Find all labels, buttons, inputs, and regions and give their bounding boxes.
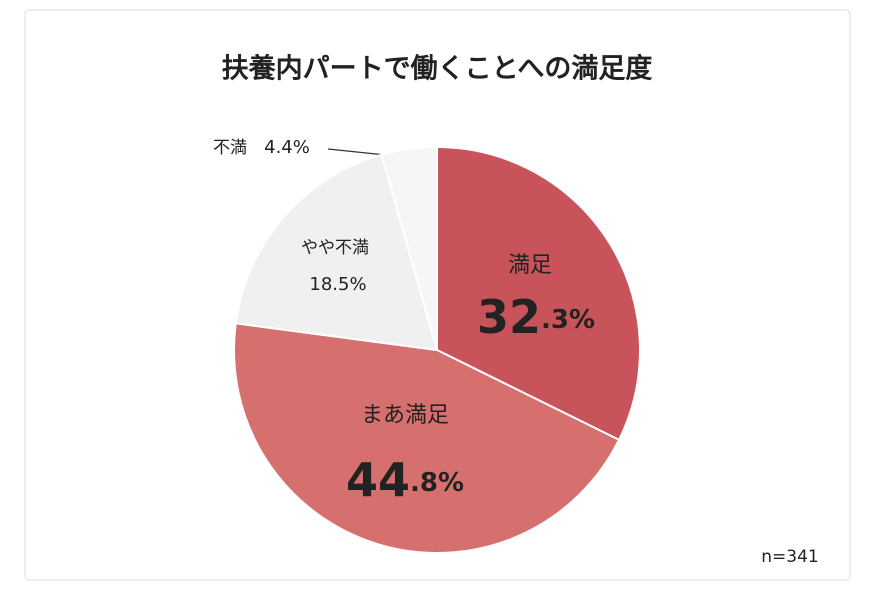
slice-label: 満足 [508,253,552,278]
value-label: 18.5% [309,274,366,295]
chart-title: 扶養内パートで働くことへの満足度 [222,53,653,85]
pie-slice [233,322,621,554]
value-label: 44.8% [346,453,464,507]
slice-label: まあ満足 [361,403,449,428]
value-label: 4.4% [264,137,310,158]
slice-label: 不満 [213,138,247,158]
pie-slice [436,145,641,442]
slice-label: やや不満 [301,238,369,258]
note: n=341 [761,547,818,567]
pie-slice [380,145,438,351]
value-label: 32.3% [477,290,595,344]
pie-slice [234,153,439,352]
